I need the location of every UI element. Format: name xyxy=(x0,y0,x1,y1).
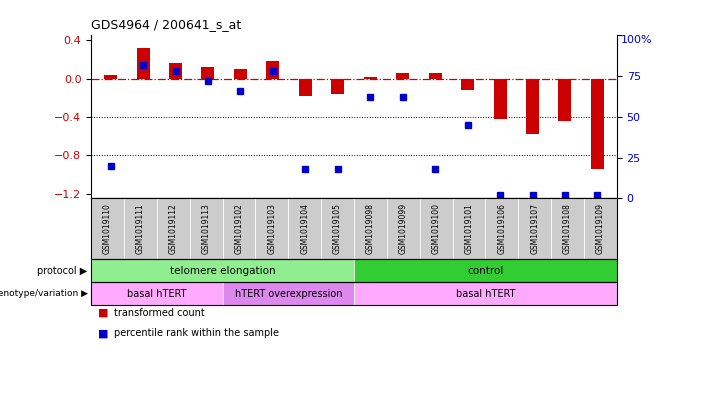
Text: GSM1019106: GSM1019106 xyxy=(498,204,506,254)
Bar xyxy=(526,79,539,134)
Text: GSM1019099: GSM1019099 xyxy=(399,203,408,255)
Text: control: control xyxy=(468,266,503,276)
Text: protocol ▶: protocol ▶ xyxy=(37,266,88,276)
Text: transformed count: transformed count xyxy=(114,308,204,318)
Bar xyxy=(332,79,344,94)
Text: basal hTERT: basal hTERT xyxy=(456,288,515,299)
Bar xyxy=(201,67,215,79)
Text: GSM1019101: GSM1019101 xyxy=(465,204,473,254)
Bar xyxy=(428,73,442,79)
Text: GSM1019098: GSM1019098 xyxy=(366,204,375,254)
Bar xyxy=(234,69,247,79)
Text: ■: ■ xyxy=(98,308,109,318)
Text: ■: ■ xyxy=(98,328,109,338)
Text: GSM1019112: GSM1019112 xyxy=(169,204,178,254)
Text: GSM1019104: GSM1019104 xyxy=(300,204,309,254)
Text: percentile rank within the sample: percentile rank within the sample xyxy=(114,328,278,338)
Bar xyxy=(104,75,117,79)
Text: GSM1019109: GSM1019109 xyxy=(596,204,605,254)
Text: 100%: 100% xyxy=(620,35,652,45)
Text: GSM1019100: GSM1019100 xyxy=(432,204,441,254)
Bar xyxy=(169,63,182,79)
Bar xyxy=(461,79,474,90)
Text: basal hTERT: basal hTERT xyxy=(127,288,186,299)
Text: GSM1019110: GSM1019110 xyxy=(103,204,112,254)
Text: GSM1019105: GSM1019105 xyxy=(333,204,342,254)
Text: GDS4964 / 200641_s_at: GDS4964 / 200641_s_at xyxy=(91,18,241,31)
Bar xyxy=(396,73,409,79)
Bar xyxy=(591,79,604,169)
Text: GSM1019103: GSM1019103 xyxy=(267,204,276,254)
Bar xyxy=(494,79,507,119)
Text: GSM1019113: GSM1019113 xyxy=(202,204,210,254)
Bar xyxy=(137,48,149,79)
Text: GSM1019107: GSM1019107 xyxy=(530,204,539,254)
Text: hTERT overexpression: hTERT overexpression xyxy=(235,288,342,299)
Text: telomere elongation: telomere elongation xyxy=(170,266,275,276)
Bar xyxy=(559,79,571,121)
Bar xyxy=(364,77,376,79)
Text: genotype/variation ▶: genotype/variation ▶ xyxy=(0,289,88,298)
Text: GSM1019111: GSM1019111 xyxy=(136,204,145,254)
Bar xyxy=(299,79,312,96)
Text: GSM1019102: GSM1019102 xyxy=(235,204,243,254)
Text: GSM1019108: GSM1019108 xyxy=(563,204,572,254)
Bar xyxy=(266,61,280,79)
